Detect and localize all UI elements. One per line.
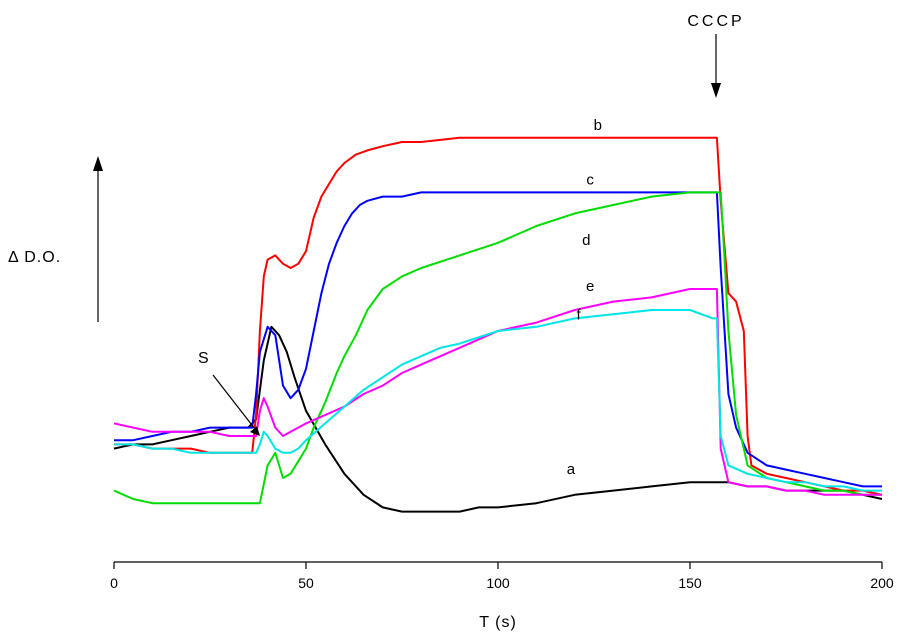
curve-labels: a b c d ef: [567, 117, 602, 478]
annotation-s-arrow: [212, 374, 260, 436]
x-tick-label: 150: [678, 575, 702, 591]
y-axis-arrow-head: [93, 156, 103, 171]
annotation-s-arrow-head: [250, 426, 260, 436]
series-e-line: [113, 288, 882, 496]
x-tick-label: 0: [110, 575, 118, 591]
annotation-cccp-arrow: [711, 34, 721, 98]
series-c-label: c: [586, 171, 594, 188]
x-ticks: 0 50 100 150 200: [110, 562, 894, 591]
series-b-line: [114, 136, 883, 496]
x-tick-label: 200: [870, 575, 894, 591]
series-f-label: f: [577, 307, 582, 324]
series-a-line: [113, 325, 883, 513]
curves-group: [113, 136, 883, 513]
annotation-s-label: S: [198, 350, 209, 367]
y-axis-arrow: [93, 156, 103, 322]
annotation-cccp-arrow-head: [711, 83, 721, 98]
series-e-label: e: [586, 278, 594, 295]
x-tick-label: 100: [486, 575, 510, 591]
series-b-label: b: [594, 117, 602, 134]
x-tick-label: 50: [298, 575, 314, 591]
series-a-label: a: [567, 461, 576, 478]
series-f-line: [114, 309, 882, 492]
series-d-label: d: [582, 232, 590, 249]
series-c-line: [114, 191, 882, 488]
annotation-s-arrow-shaft: [212, 374, 256, 430]
y-axis-title: Δ D.O.: [8, 249, 61, 266]
x-axis-title: T (s): [479, 614, 517, 631]
annotation-cccp-label: CCCP: [687, 13, 744, 30]
series-d-line: [113, 191, 882, 505]
